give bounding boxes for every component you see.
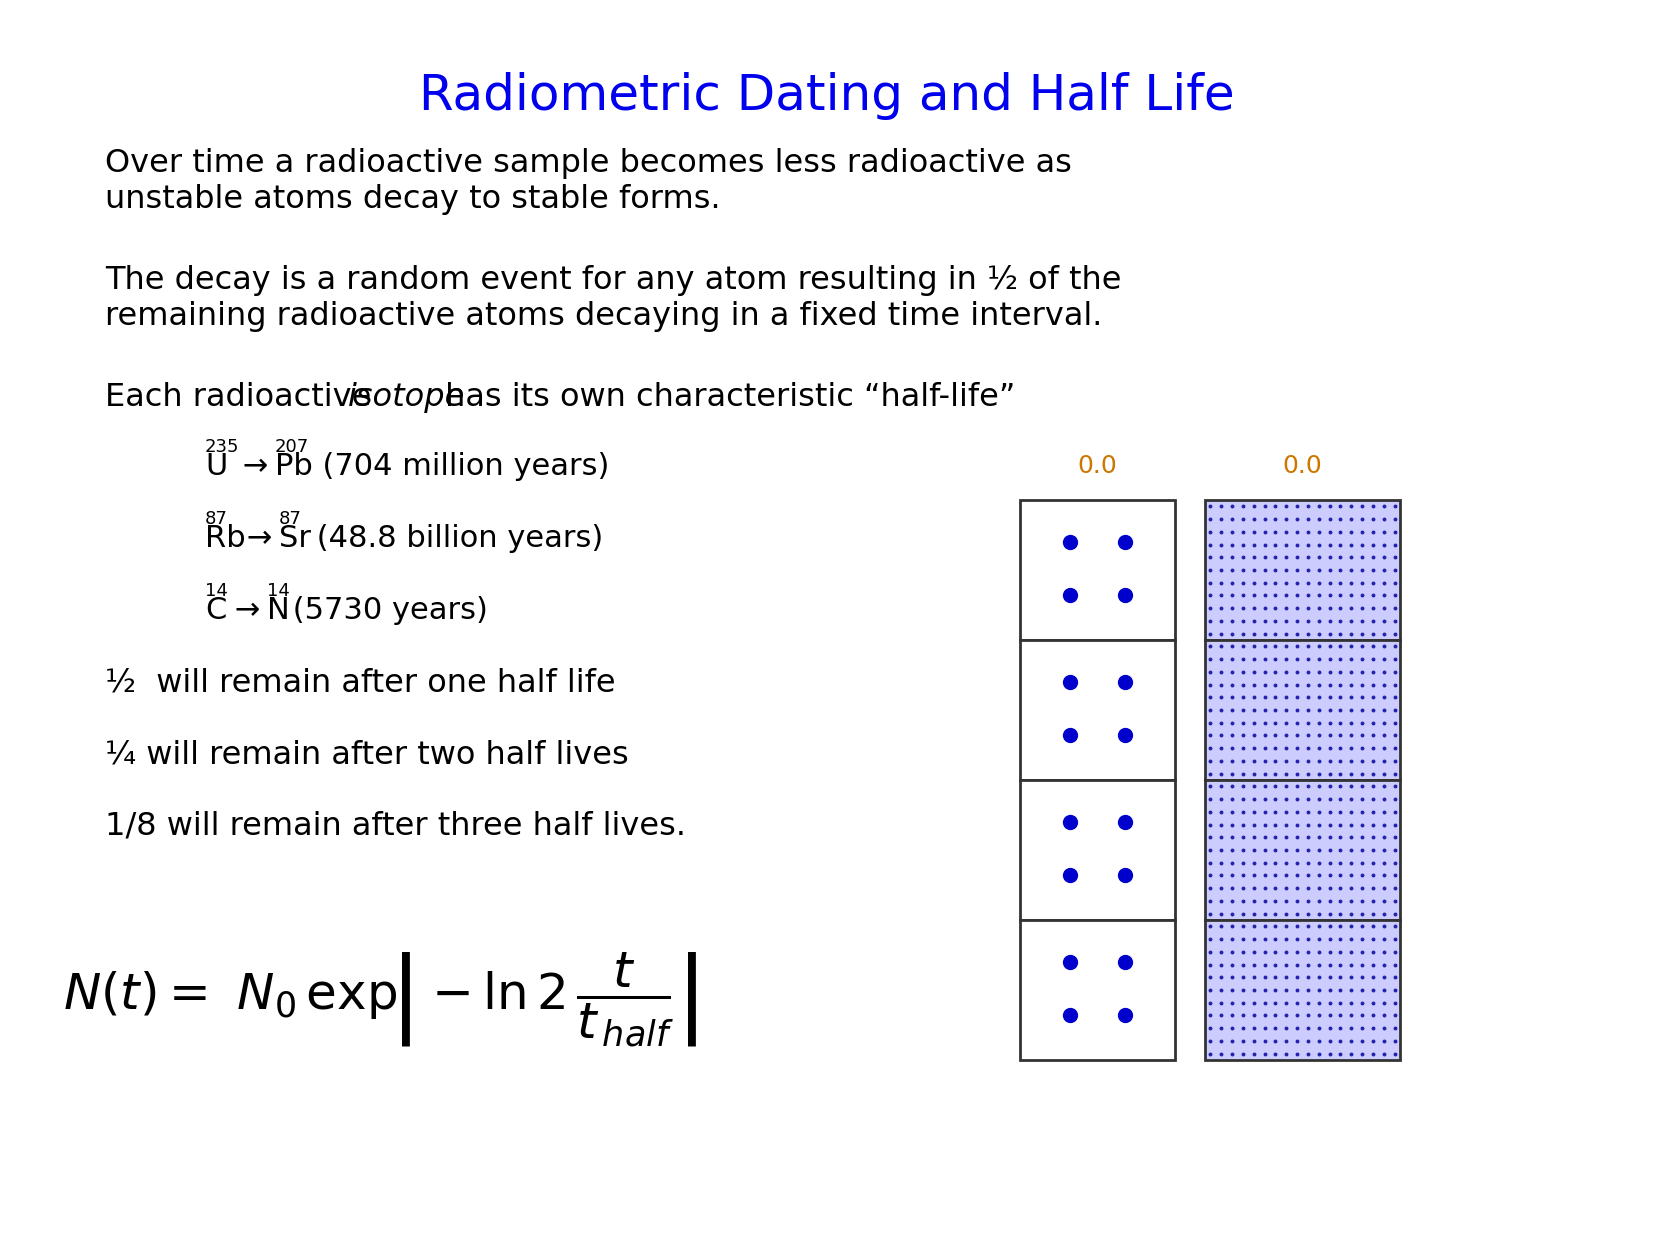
Text: Radiometric Dating and Half Life: Radiometric Dating and Half Life xyxy=(419,72,1235,120)
Bar xyxy=(1205,920,1400,1060)
Bar xyxy=(1019,780,1175,920)
Text: unstable atoms decay to stable forms.: unstable atoms decay to stable forms. xyxy=(104,184,720,215)
Text: →: → xyxy=(237,525,281,553)
Text: →: → xyxy=(225,596,270,625)
Text: has its own characteristic “half-life”: has its own characteristic “half-life” xyxy=(435,382,1016,413)
Text: U: U xyxy=(205,453,227,481)
Text: ¼ will remain after two half lives: ¼ will remain after two half lives xyxy=(104,740,629,771)
Bar xyxy=(1205,500,1400,640)
Text: 235: 235 xyxy=(205,438,240,456)
Text: 0.0: 0.0 xyxy=(1283,454,1322,477)
Bar xyxy=(1205,640,1400,780)
Text: C: C xyxy=(205,596,227,625)
Text: 87: 87 xyxy=(280,510,301,528)
Text: 14: 14 xyxy=(266,582,290,600)
Text: isotope: isotope xyxy=(348,382,465,413)
Text: 1/8 will remain after three half lives.: 1/8 will remain after three half lives. xyxy=(104,810,687,841)
Bar xyxy=(1019,640,1175,780)
Text: (48.8 billion years): (48.8 billion years) xyxy=(306,525,604,553)
Text: (704 million years): (704 million years) xyxy=(303,453,609,481)
Text: The decay is a random event for any atom resulting in ½ of the: The decay is a random event for any atom… xyxy=(104,265,1122,296)
Bar xyxy=(1205,780,1400,920)
Text: 207: 207 xyxy=(275,438,309,456)
Text: (5730 years): (5730 years) xyxy=(283,596,488,625)
Bar xyxy=(1019,920,1175,1060)
Text: N: N xyxy=(266,596,290,625)
Text: Sr: Sr xyxy=(280,525,311,553)
Text: $N\left(t\right)=\ N_{0}\,\mathrm{exp}\!\left|-\ln 2\,\dfrac{t}{t_{\,half}}\righ: $N\left(t\right)=\ N_{0}\,\mathrm{exp}\!… xyxy=(63,951,697,1049)
Text: 0.0: 0.0 xyxy=(1077,454,1117,477)
Text: 87: 87 xyxy=(205,510,228,528)
Text: Pb: Pb xyxy=(275,453,313,481)
Text: Each radioactive: Each radioactive xyxy=(104,382,382,413)
Text: ½  will remain after one half life: ½ will remain after one half life xyxy=(104,668,616,699)
Text: Rb: Rb xyxy=(205,525,245,553)
Text: 14: 14 xyxy=(205,582,228,600)
Text: Over time a radioactive sample becomes less radioactive as: Over time a radioactive sample becomes l… xyxy=(104,148,1072,179)
Text: remaining radioactive atoms decaying in a fixed time interval.: remaining radioactive atoms decaying in … xyxy=(104,301,1102,332)
Bar xyxy=(1019,500,1175,640)
Text: →: → xyxy=(233,453,278,481)
